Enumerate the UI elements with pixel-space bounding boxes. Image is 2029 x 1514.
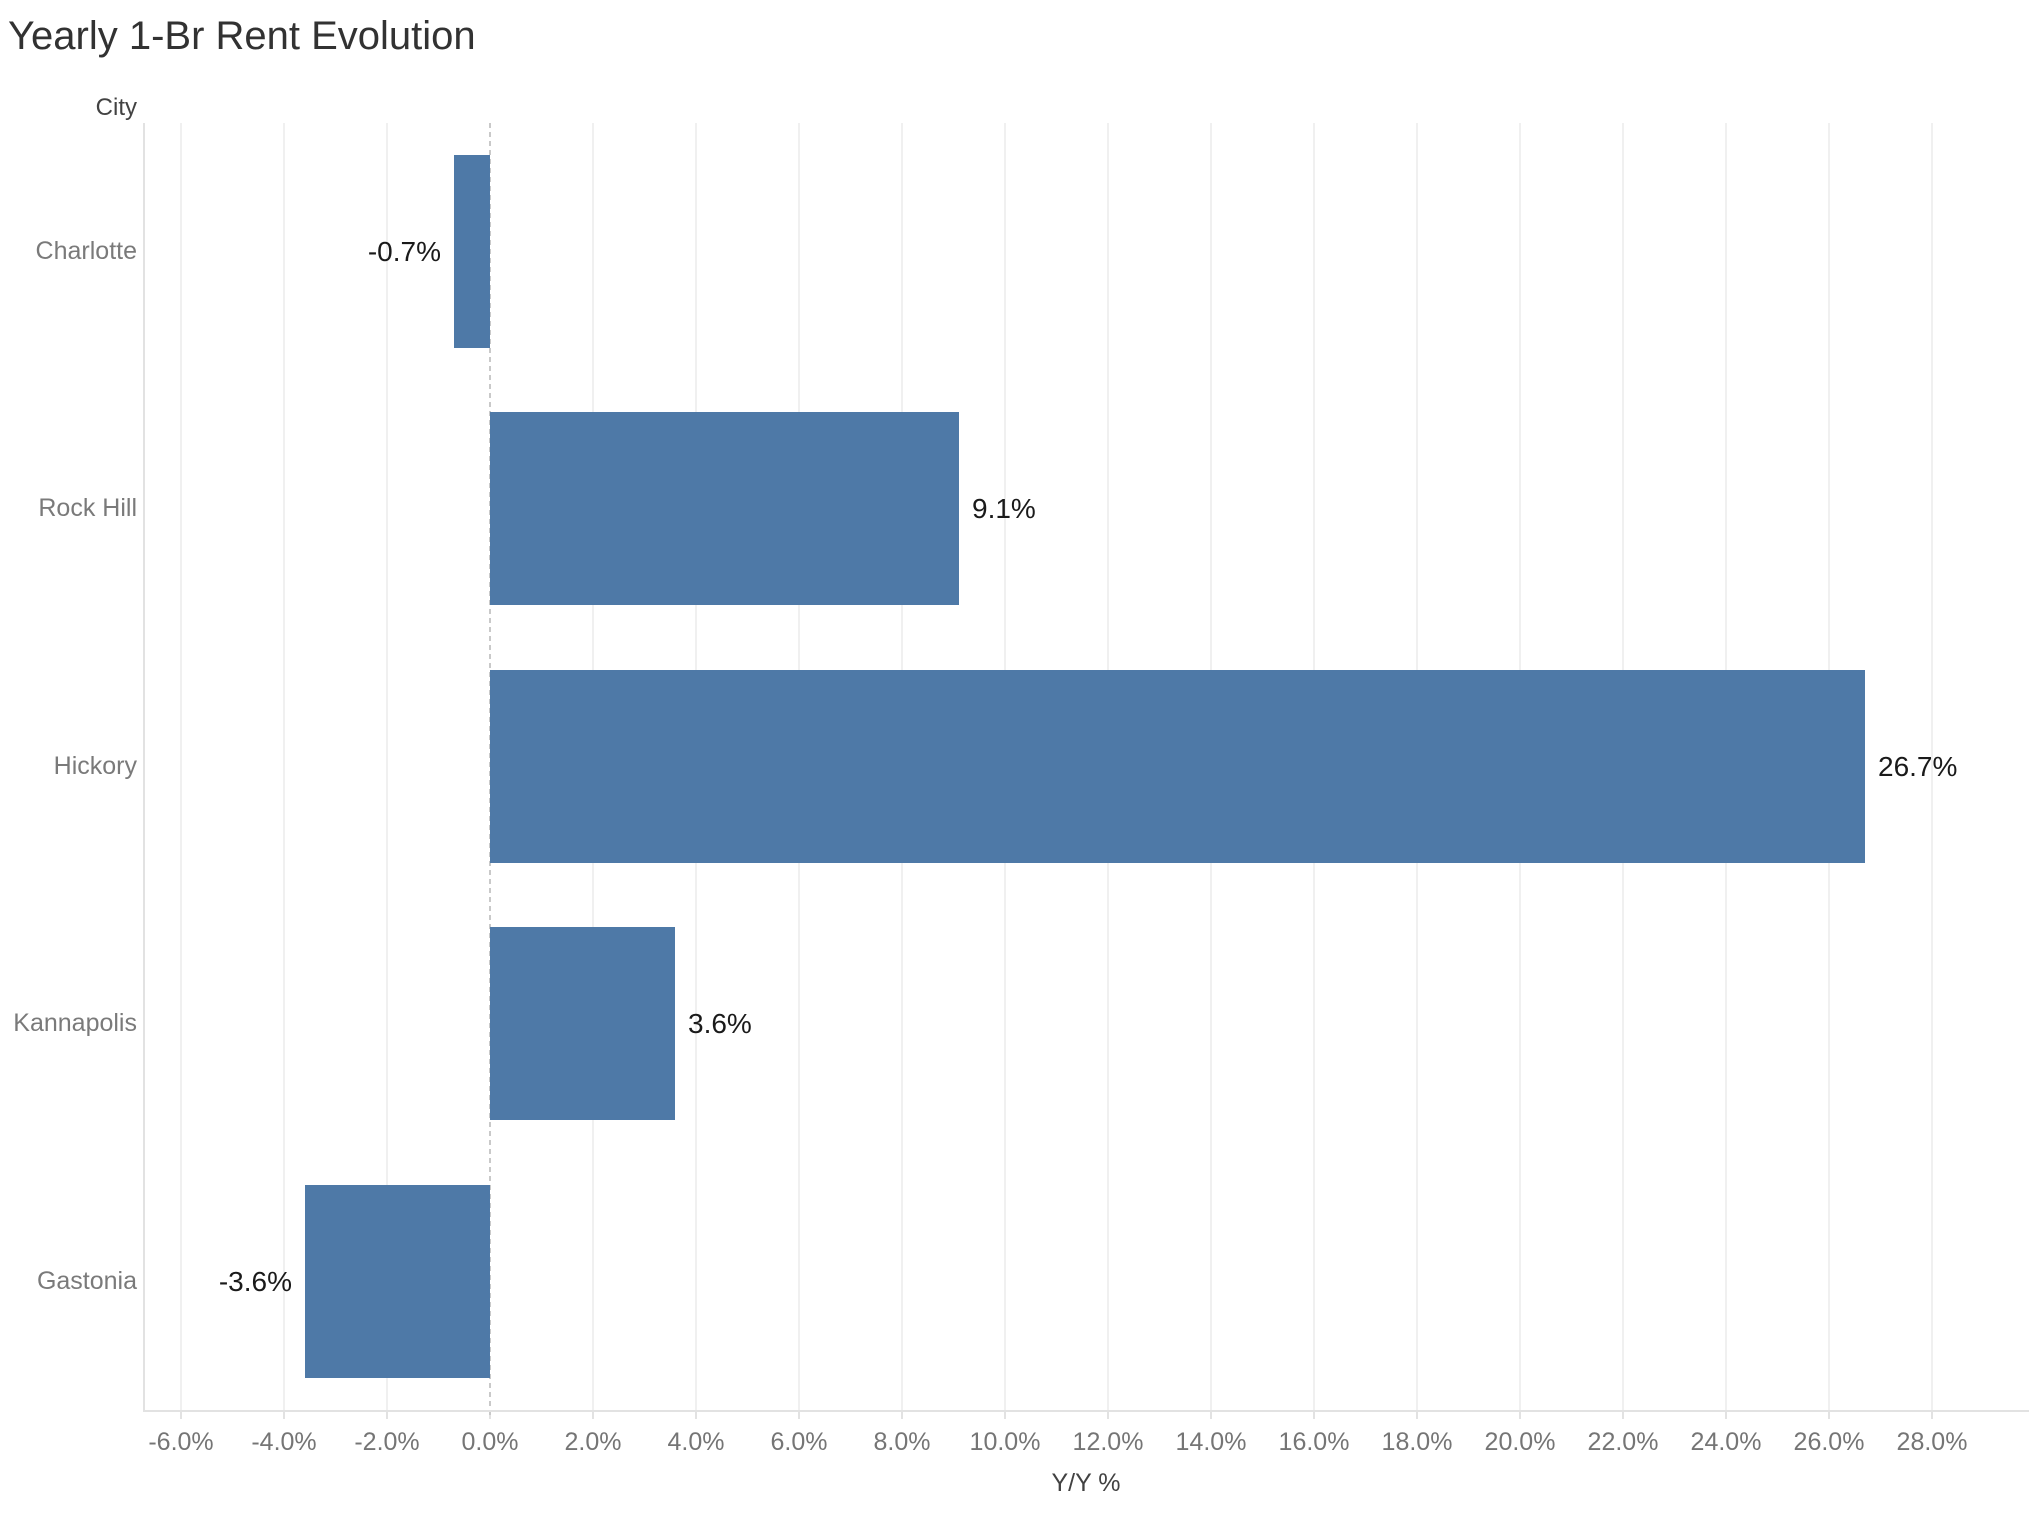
x-tick-label: 28.0%: [1896, 1428, 1968, 1456]
x-tick-mark: [798, 1410, 800, 1419]
category-label-hickory[interactable]: Hickory: [53, 752, 137, 780]
x-tick-label: -4.0%: [251, 1428, 317, 1456]
x-tick-label: 18.0%: [1381, 1428, 1453, 1456]
bar-value-label: 26.7%: [1878, 750, 1958, 782]
x-tick-label: 24.0%: [1690, 1428, 1762, 1456]
x-tick-label: 0.0%: [461, 1428, 519, 1456]
gridline: [386, 123, 388, 1410]
x-axis-title: Y/Y %: [1051, 1469, 1121, 1497]
x-tick-mark: [1004, 1410, 1006, 1419]
x-tick-label: 2.0%: [564, 1428, 622, 1456]
x-tick-mark: [386, 1410, 388, 1419]
x-tick-mark: [283, 1410, 285, 1419]
bar-kannapolis[interactable]: [490, 927, 675, 1120]
x-tick-label: 10.0%: [969, 1428, 1041, 1456]
x-tick-label: -2.0%: [354, 1428, 420, 1456]
x-tick-label: 26.0%: [1793, 1428, 1865, 1456]
x-tick-mark: [1107, 1410, 1109, 1419]
bar-gastonia[interactable]: [305, 1185, 490, 1378]
category-label-gastonia[interactable]: Gastonia: [36, 1267, 137, 1295]
x-tick-mark: [695, 1410, 697, 1419]
chart-title: Yearly 1-Br Rent Evolution: [8, 14, 476, 58]
x-tick-mark: [1416, 1410, 1418, 1419]
x-tick-mark: [1313, 1410, 1315, 1419]
x-tick-mark: [1725, 1410, 1727, 1419]
row-header-city: City: [95, 94, 137, 121]
bar-value-label: -0.7%: [367, 235, 441, 267]
category-label-rock-hill[interactable]: Rock Hill: [38, 494, 137, 522]
x-tick-mark: [180, 1410, 182, 1419]
y-axis-line: [143, 123, 145, 1410]
x-tick-mark: [1622, 1410, 1624, 1419]
x-tick-mark: [901, 1410, 903, 1419]
bar-hickory[interactable]: [490, 670, 1865, 863]
bar-charlotte[interactable]: [454, 155, 490, 348]
bar-value-label: -3.6%: [218, 1265, 292, 1297]
bar-value-label: 9.1%: [972, 492, 1036, 524]
x-tick-label: 6.0%: [770, 1428, 828, 1456]
x-tick-label: 14.0%: [1175, 1428, 1247, 1456]
gridline: [283, 123, 285, 1410]
x-tick-mark: [1210, 1410, 1212, 1419]
gridline: [180, 123, 182, 1410]
x-tick-mark: [592, 1410, 594, 1419]
x-tick-label: 20.0%: [1484, 1428, 1556, 1456]
x-tick-label: 22.0%: [1587, 1428, 1659, 1456]
x-tick-label: 4.0%: [667, 1428, 725, 1456]
x-tick-mark: [1519, 1410, 1521, 1419]
x-tick-label: -6.0%: [148, 1428, 214, 1456]
bar-rock-hill[interactable]: [490, 412, 959, 605]
category-label-charlotte[interactable]: Charlotte: [35, 237, 137, 265]
x-tick-label: 12.0%: [1072, 1428, 1144, 1456]
bar-value-label: 3.6%: [688, 1007, 752, 1039]
gridline: [1931, 123, 1933, 1410]
x-tick-mark: [1828, 1410, 1830, 1419]
x-tick-label: 16.0%: [1278, 1428, 1350, 1456]
x-axis-line: [143, 1410, 2029, 1412]
category-label-kannapolis[interactable]: Kannapolis: [13, 1009, 137, 1037]
x-tick-label: 8.0%: [873, 1428, 931, 1456]
x-tick-mark: [1931, 1410, 1933, 1419]
